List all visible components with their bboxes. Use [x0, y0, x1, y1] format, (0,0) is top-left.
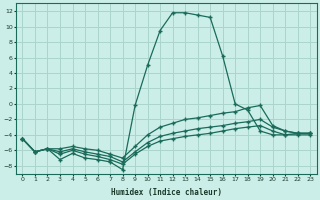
X-axis label: Humidex (Indice chaleur): Humidex (Indice chaleur): [111, 188, 222, 197]
